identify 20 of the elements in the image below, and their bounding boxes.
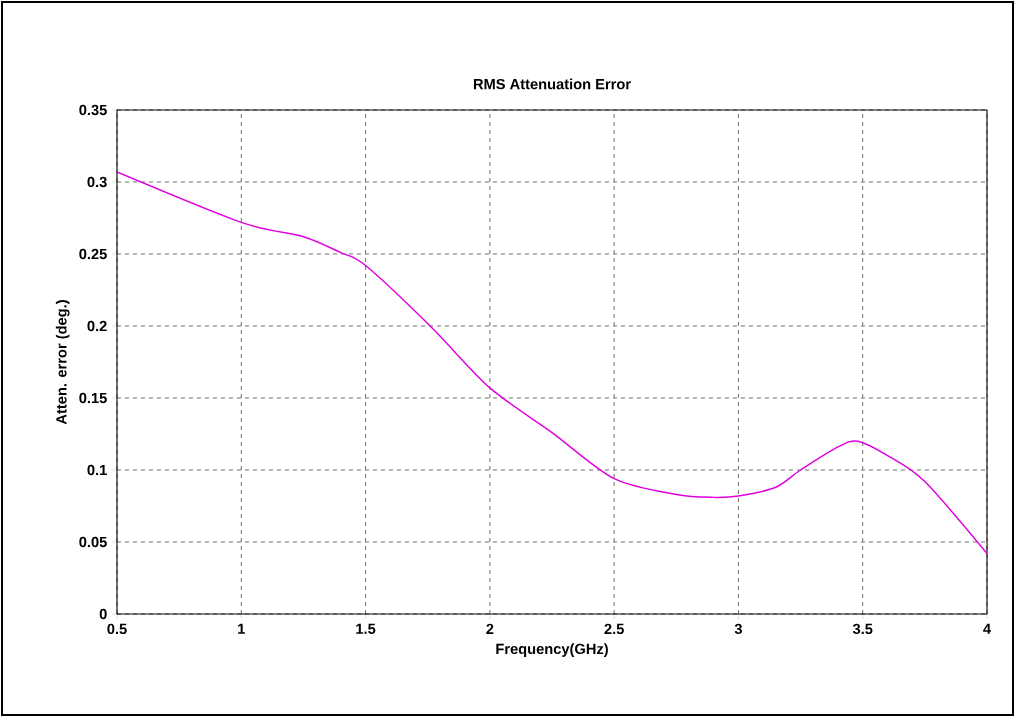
line-series: [117, 171, 988, 555]
x-tick-label: 2: [486, 623, 494, 634]
y-tick-label: 0.15: [79, 392, 107, 404]
x-axis-title: Frequency(GHz): [496, 643, 608, 657]
y-tick-label: 0.2: [87, 320, 107, 332]
x-tick-label: 1: [238, 623, 245, 634]
y-tick-label: 0: [99, 608, 107, 620]
chart-title: RMS Attenuation Error: [473, 78, 631, 90]
y-tick-label: 0.35: [79, 104, 107, 116]
x-tick-label: 3.5: [852, 623, 873, 635]
x-tick-label: 1.5: [356, 623, 376, 634]
y-tick-label: 0.3: [87, 176, 107, 188]
x-tick-label: 4: [983, 623, 991, 634]
y-tick-label: 0.05: [79, 536, 107, 548]
x-tick-label: 2.5: [604, 623, 624, 635]
x-tick-label: 3: [734, 623, 742, 635]
y-tick-label: 0.1: [87, 464, 107, 476]
y-axis-title: Atten. error (deg.): [55, 300, 70, 425]
x-tick-label: 0.5: [107, 623, 127, 635]
y-tick-label: 0.25: [79, 248, 107, 260]
